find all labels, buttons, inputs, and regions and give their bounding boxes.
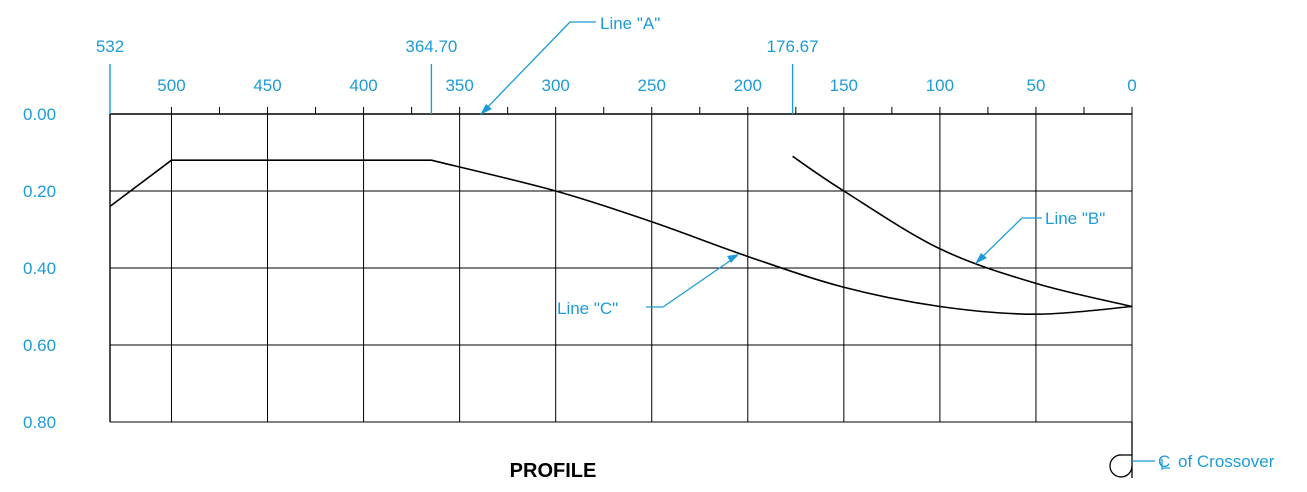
x-tick-label: 350 bbox=[445, 76, 473, 95]
line-a-callout: Line "A" bbox=[480, 14, 660, 115]
line-a-label: Line "A" bbox=[600, 14, 660, 33]
station-marker-label: 176.67 bbox=[767, 37, 819, 56]
x-tick-label: 150 bbox=[830, 76, 858, 95]
curve-line-b bbox=[792, 155, 1133, 308]
x-tick-label: 400 bbox=[349, 76, 377, 95]
centerline-symbol: C bbox=[1158, 452, 1170, 471]
x-tick-label: 100 bbox=[926, 76, 954, 95]
curves bbox=[109, 155, 1133, 316]
curve-profile bbox=[109, 159, 1133, 316]
y-tick-label: 0.60 bbox=[23, 336, 56, 355]
line-c-arrowhead bbox=[727, 254, 739, 263]
x-tick-label: 450 bbox=[253, 76, 281, 95]
station-markers: 532 364.70 176.67 bbox=[96, 37, 819, 114]
crossover-centerline: C of Crossover bbox=[1109, 422, 1275, 478]
line-b-callout: Line "B" bbox=[975, 209, 1105, 264]
x-tick-label: 500 bbox=[157, 76, 185, 95]
line-b-label: Line "B" bbox=[1045, 209, 1105, 228]
grid bbox=[109, 113, 1133, 423]
y-tick-label: 0.40 bbox=[23, 259, 56, 278]
drawing-title: PROFILE bbox=[510, 460, 597, 482]
y-tick-label: 0.20 bbox=[23, 182, 56, 201]
x-tick-label: 0 bbox=[1127, 76, 1136, 95]
station-marker-label: 364.70 bbox=[405, 37, 457, 56]
centerline-loop bbox=[1109, 454, 1133, 478]
y-tick-label: 0.00 bbox=[23, 105, 56, 124]
line-a-leader bbox=[481, 21, 571, 114]
x-tick-label: 250 bbox=[638, 76, 666, 95]
line-a-arrowhead bbox=[480, 104, 492, 115]
line-c-callout: Line "C" bbox=[557, 254, 739, 318]
x-tick-label: 300 bbox=[541, 76, 569, 95]
x-tick-label: 200 bbox=[734, 76, 762, 95]
x-tick-label: 50 bbox=[1026, 76, 1045, 95]
line-c-leader bbox=[662, 255, 738, 308]
crossover-label: of Crossover bbox=[1178, 452, 1275, 471]
station-marker-label: 532 bbox=[96, 37, 124, 56]
line-c-label: Line "C" bbox=[557, 299, 618, 318]
y-tick-label: 0.80 bbox=[23, 413, 56, 432]
line-b-arrowhead bbox=[975, 253, 987, 264]
line-b-leader bbox=[976, 217, 1023, 263]
